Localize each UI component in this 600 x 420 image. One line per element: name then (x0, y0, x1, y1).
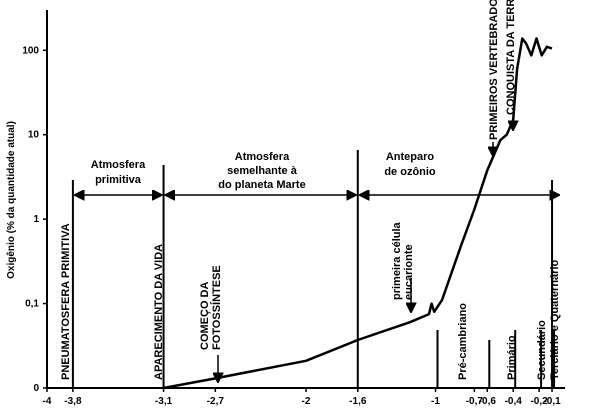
annotation: FOTOSSÍNTESE (210, 265, 223, 350)
annotation: APARECIMENTO DA VIDA (153, 244, 165, 380)
annotation: Terciário e Quaternário (549, 259, 561, 380)
y-axis-label: Oxigênio (% da quantidade atual) (6, 121, 17, 279)
x-tick-label: -1 (431, 396, 440, 407)
y-tick-label: 0,1 (25, 299, 39, 310)
annotation: CONQUISTA DA TERRA (505, 0, 517, 115)
annotation: PRIMEIROS VERTEBRADOS (488, 0, 500, 140)
y-tick-label: 10 (28, 130, 40, 141)
annotation: do planeta Marte (218, 179, 305, 191)
x-tick-label: -0,1 (543, 396, 561, 407)
annotation: PNEUMATOSFERA PRIMITIVA (60, 223, 72, 380)
annotation: Atmosfera (235, 151, 290, 163)
x-tick-label: -2 (302, 396, 311, 407)
annotation: primitiva (95, 174, 142, 186)
annotation: eucarionte (403, 244, 415, 300)
annotation: Primário (506, 335, 518, 380)
x-tick-label: -0,6 (479, 396, 497, 407)
x-tick-label: -0,4 (505, 396, 523, 407)
y-tick-label: 100 (22, 45, 39, 56)
x-tick-label: -0,2 (530, 396, 548, 407)
x-tick-label: -2,7 (207, 396, 225, 407)
oxygen-line (163, 37, 553, 390)
annotation: Secundário (536, 320, 548, 380)
x-tick-label: -3,1 (155, 396, 173, 407)
y-tick-label: 1 (33, 214, 39, 225)
x-tick-label: -1,6 (349, 396, 367, 407)
x-tick-label: -3,8 (64, 396, 82, 407)
annotation: Anteparo (386, 151, 435, 163)
annotation: Atmosfera (91, 159, 146, 171)
annotation: primeira célula (391, 221, 403, 300)
x-tick-label: -0,7 (466, 396, 484, 407)
y-tick-label: 0 (33, 383, 39, 394)
annotation: COMEÇO DA (199, 282, 211, 351)
x-tick-label: -4 (43, 396, 52, 407)
annotation: de ozônio (384, 166, 436, 178)
annotation: Pré-cambriano (457, 303, 469, 380)
annotation: semelhante à (227, 165, 298, 177)
